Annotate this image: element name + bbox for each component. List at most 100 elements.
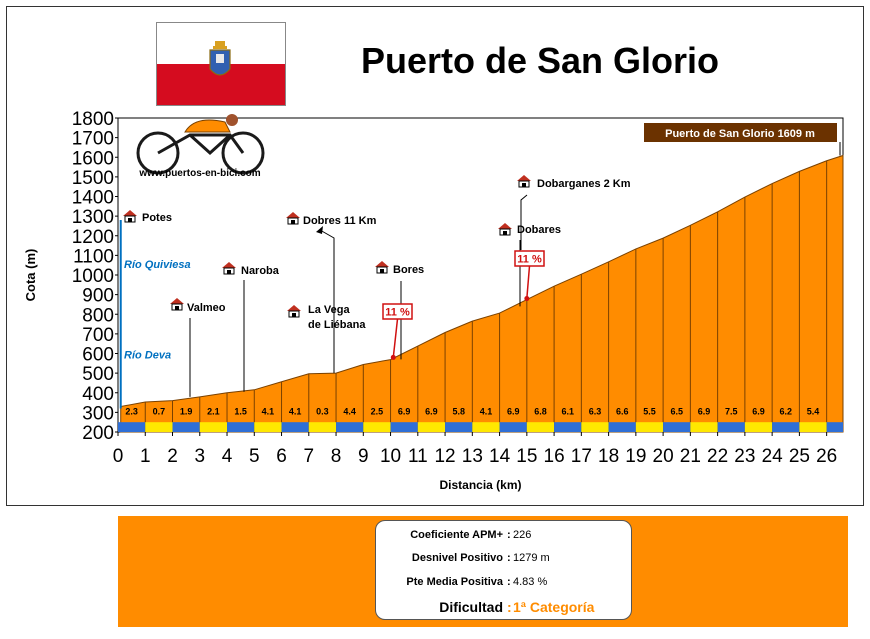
segment-gradient-label: 6.9: [425, 407, 438, 417]
segment-gradient-label: 5.8: [452, 407, 465, 417]
km-band: [799, 422, 827, 432]
place-label: de Liébana: [308, 319, 366, 331]
km-band: [390, 422, 418, 432]
x-tick-label: 13: [462, 446, 483, 467]
logo-url: www.puertos-en-bici.com: [138, 168, 260, 179]
place-label: Bores: [393, 264, 424, 276]
x-tick-label: 23: [734, 446, 755, 467]
house-icon: [286, 212, 300, 225]
y-tick-label: 300: [82, 403, 114, 424]
segment-gradient-label: 6.9: [698, 407, 711, 417]
place-label: Valmeo: [187, 302, 226, 314]
km-band: [472, 422, 500, 432]
x-tick-label: 21: [680, 446, 701, 467]
x-tick-label: 18: [598, 446, 619, 467]
x-tick-label: 5: [249, 446, 260, 467]
x-tick-label: 8: [331, 446, 342, 467]
y-tick-label: 1500: [72, 168, 114, 189]
segment-gradient-label: 0.7: [153, 407, 166, 417]
segment-gradient-label: 5.4: [807, 407, 820, 417]
y-tick-label: 700: [82, 325, 114, 346]
x-tick-label: 22: [707, 446, 728, 467]
km-band: [199, 422, 228, 432]
x-tick-label: 17: [571, 446, 592, 467]
km-band: [499, 422, 527, 432]
place-label: Dobares: [517, 224, 561, 236]
km-band: [336, 422, 364, 432]
x-tick-label: 16: [544, 446, 565, 467]
km-band: [118, 422, 146, 432]
x-tick-label: 6: [276, 446, 287, 467]
x-tick-label: 3: [194, 446, 205, 467]
summit-label: Puerto de San Glorio 1609 m: [665, 128, 815, 140]
km-band: [308, 422, 337, 432]
y-tick-label: 200: [82, 423, 114, 444]
x-tick-label: 4: [222, 446, 233, 467]
segment-gradient-label: 4.1: [262, 407, 275, 417]
y-tick-label: 1600: [72, 148, 114, 169]
pendiente-label: Pte Media Positiva: [406, 576, 503, 588]
gradient-marker-label: 11 %: [517, 254, 542, 266]
river-label: Río Deva: [124, 350, 171, 362]
summit-label-box: [644, 123, 837, 142]
km-band: [526, 422, 555, 432]
km-band: [417, 422, 446, 432]
desnivel-label: Desnivel Positivo: [411, 552, 503, 564]
km-band: [445, 422, 473, 432]
place-pointer: [520, 194, 528, 250]
house-icon: [170, 298, 184, 311]
km-band: [744, 422, 773, 432]
y-tick-label: 1200: [72, 227, 114, 248]
km-band: [635, 422, 664, 432]
house-icon: [123, 210, 137, 223]
apm-value: 226: [513, 529, 532, 541]
place-label: Dobarganes 2 Km: [537, 178, 631, 190]
segment-gradient-label: 4.1: [480, 407, 493, 417]
coat-of-arms-icon: [209, 41, 231, 76]
segment-gradient-label: 5.5: [643, 407, 656, 417]
dificultad-value: 1ª Categoría: [513, 599, 595, 615]
gradient-marker-dot: [524, 296, 530, 302]
segment-gradient-label: 2.5: [371, 407, 384, 417]
segment-gradient-label: 6.9: [752, 407, 765, 417]
km-band: [363, 422, 391, 432]
x-tick-label: 10: [380, 446, 401, 467]
km-band: [663, 422, 691, 432]
summary-card: Coeficiente APM+ : 226 Desnivel Positivo…: [375, 520, 632, 620]
x-tick-label: 15: [516, 446, 537, 467]
x-tick-label: 11: [408, 446, 428, 467]
y-tick-label: 1800: [72, 109, 114, 130]
y-tick-label: 400: [82, 384, 114, 405]
segment-gradient-label: 4.1: [289, 407, 302, 417]
km-band: [608, 422, 636, 432]
segment-gradient-label: 4.4: [343, 407, 356, 417]
dificultad-sep: :: [507, 599, 512, 615]
segment-gradient-label: 6.5: [670, 407, 683, 417]
segment-gradient-label: 1.5: [234, 407, 247, 417]
place-pointer: [319, 229, 335, 374]
segment-gradient-label: 6.6: [616, 407, 629, 417]
x-tick-label: 19: [625, 446, 646, 467]
summary-row-dificultad: Dificultad : 1ª Categoría: [376, 599, 631, 619]
place-pointer-arrow: [316, 226, 323, 234]
segment-gradient-label: 1.9: [180, 407, 193, 417]
x-tick-label: 7: [304, 446, 315, 467]
gradient-marker-pointer: [526, 265, 531, 299]
segment-gradient-label: 2.3: [125, 407, 138, 417]
y-axis-title: Cota (m): [23, 249, 38, 302]
km-band: [145, 422, 173, 432]
y-tick-label: 1100: [73, 246, 114, 267]
y-tick-label: 900: [82, 286, 114, 307]
km-band: [690, 422, 718, 432]
segment-gradient-label: 6.3: [589, 407, 602, 417]
x-tick-label: 14: [489, 446, 511, 467]
y-tick-label: 1300: [72, 207, 114, 228]
segment-gradient-label: 2.1: [207, 407, 220, 417]
y-tick-label: 500: [82, 364, 114, 385]
house-icon: [287, 305, 301, 318]
cantabria-flag: [156, 22, 286, 106]
x-axis-title: Distancia (km): [439, 478, 521, 492]
y-tick-label: 1000: [72, 266, 114, 287]
gradient-marker-dot: [390, 354, 396, 360]
gradient-marker-label: 11 %: [385, 307, 410, 319]
